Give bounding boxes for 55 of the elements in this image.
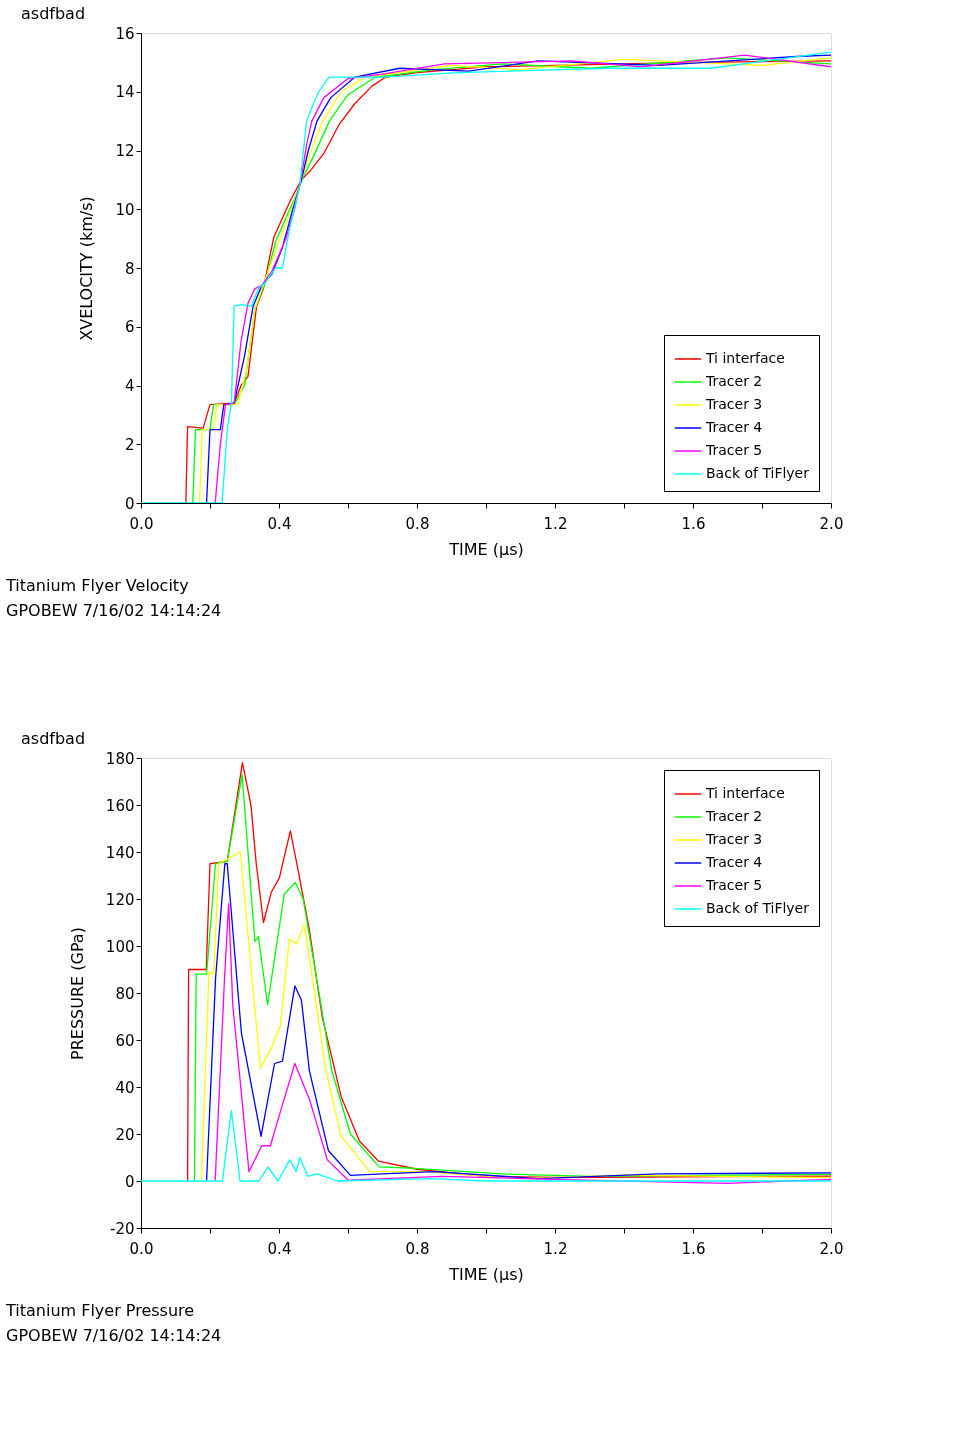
y-tick-label: 8 bbox=[124, 259, 135, 278]
y-tick-label: 4 bbox=[124, 377, 135, 395]
legend-label: Tracer 2 bbox=[705, 808, 763, 824]
y-tick-label: 0 bbox=[124, 494, 135, 513]
text: GPOBEW 7/16/02 14:14:24 bbox=[6, 1326, 222, 1345]
y-tick-label: 10 bbox=[115, 200, 135, 219]
y-tick-label: 80 bbox=[115, 984, 135, 1003]
y-tick-label: 14 bbox=[115, 83, 135, 102]
y-tick-label: 20 bbox=[115, 1125, 135, 1144]
legend-label: Tracer 3 bbox=[705, 396, 763, 412]
y-tick-label: 40 bbox=[115, 1078, 135, 1097]
x-tick-label: 0.4 bbox=[267, 1239, 292, 1258]
x-tick-label: 0.4 bbox=[267, 514, 292, 533]
y-axis-title: XVELOCITY (km/s) bbox=[77, 196, 97, 341]
legend-label: Tracer 5 bbox=[705, 877, 763, 893]
chart-title: asdfbad bbox=[21, 729, 86, 748]
y-tick-label: 60 bbox=[115, 1031, 135, 1050]
x-tick-label: 1.6 bbox=[681, 1239, 706, 1258]
text: GPOBEW 7/16/02 14:14:24 bbox=[6, 601, 222, 620]
y-axis-title: PRESSURE (GPa) bbox=[67, 927, 87, 1060]
x-tick-label: 1.2 bbox=[543, 1239, 568, 1258]
x-axis-title: TIME (µs) bbox=[448, 539, 524, 559]
x-tick-label: 1.6 bbox=[681, 514, 706, 533]
legend-label: Tracer 5 bbox=[705, 442, 763, 458]
y-tick-label: 180 bbox=[105, 749, 135, 768]
y-tick-label: 6 bbox=[124, 318, 135, 337]
text: Titanium Flyer Pressure bbox=[5, 1301, 195, 1320]
legend-label: Tracer 2 bbox=[705, 373, 763, 389]
legend-label: Tracer 4 bbox=[705, 419, 763, 435]
legend-label: Back of TiFlyer bbox=[706, 465, 810, 481]
legend-label: Back of TiFlyer bbox=[706, 900, 810, 916]
x-tick-label: 1.2 bbox=[543, 514, 568, 533]
line-series bbox=[141, 1109, 831, 1182]
y-tick-label: 16 bbox=[115, 24, 135, 43]
legend-label: Tracer 4 bbox=[705, 854, 763, 870]
y-tick-label: 0 bbox=[124, 1172, 135, 1191]
y-tick-label: 2 bbox=[124, 435, 135, 454]
x-tick-label: 0.0 bbox=[129, 514, 154, 533]
y-tick-label: 12 bbox=[115, 142, 135, 160]
x-tick-label: 0.8 bbox=[405, 1239, 430, 1258]
legend-label: Tracer 3 bbox=[705, 831, 763, 847]
text: Titanium Flyer Velocity bbox=[5, 576, 189, 595]
x-tick-label: 2.0 bbox=[819, 514, 844, 533]
x-tick-label: 0.8 bbox=[405, 514, 430, 533]
x-tick-label: 2.0 bbox=[819, 1239, 844, 1258]
x-tick-label: 0.0 bbox=[129, 1239, 154, 1258]
y-tick-label: 140 bbox=[105, 843, 135, 862]
legend-label: Ti interface bbox=[705, 350, 785, 366]
y-tick-label: 120 bbox=[105, 890, 135, 909]
legend-label: Ti interface bbox=[705, 785, 785, 801]
chart-title: asdfbad bbox=[21, 4, 86, 23]
y-tick-label: 100 bbox=[105, 937, 135, 956]
y-tick-label: 160 bbox=[105, 796, 135, 815]
x-axis-title: TIME (µs) bbox=[448, 1264, 524, 1284]
y-tick-label: -20 bbox=[110, 1219, 135, 1238]
